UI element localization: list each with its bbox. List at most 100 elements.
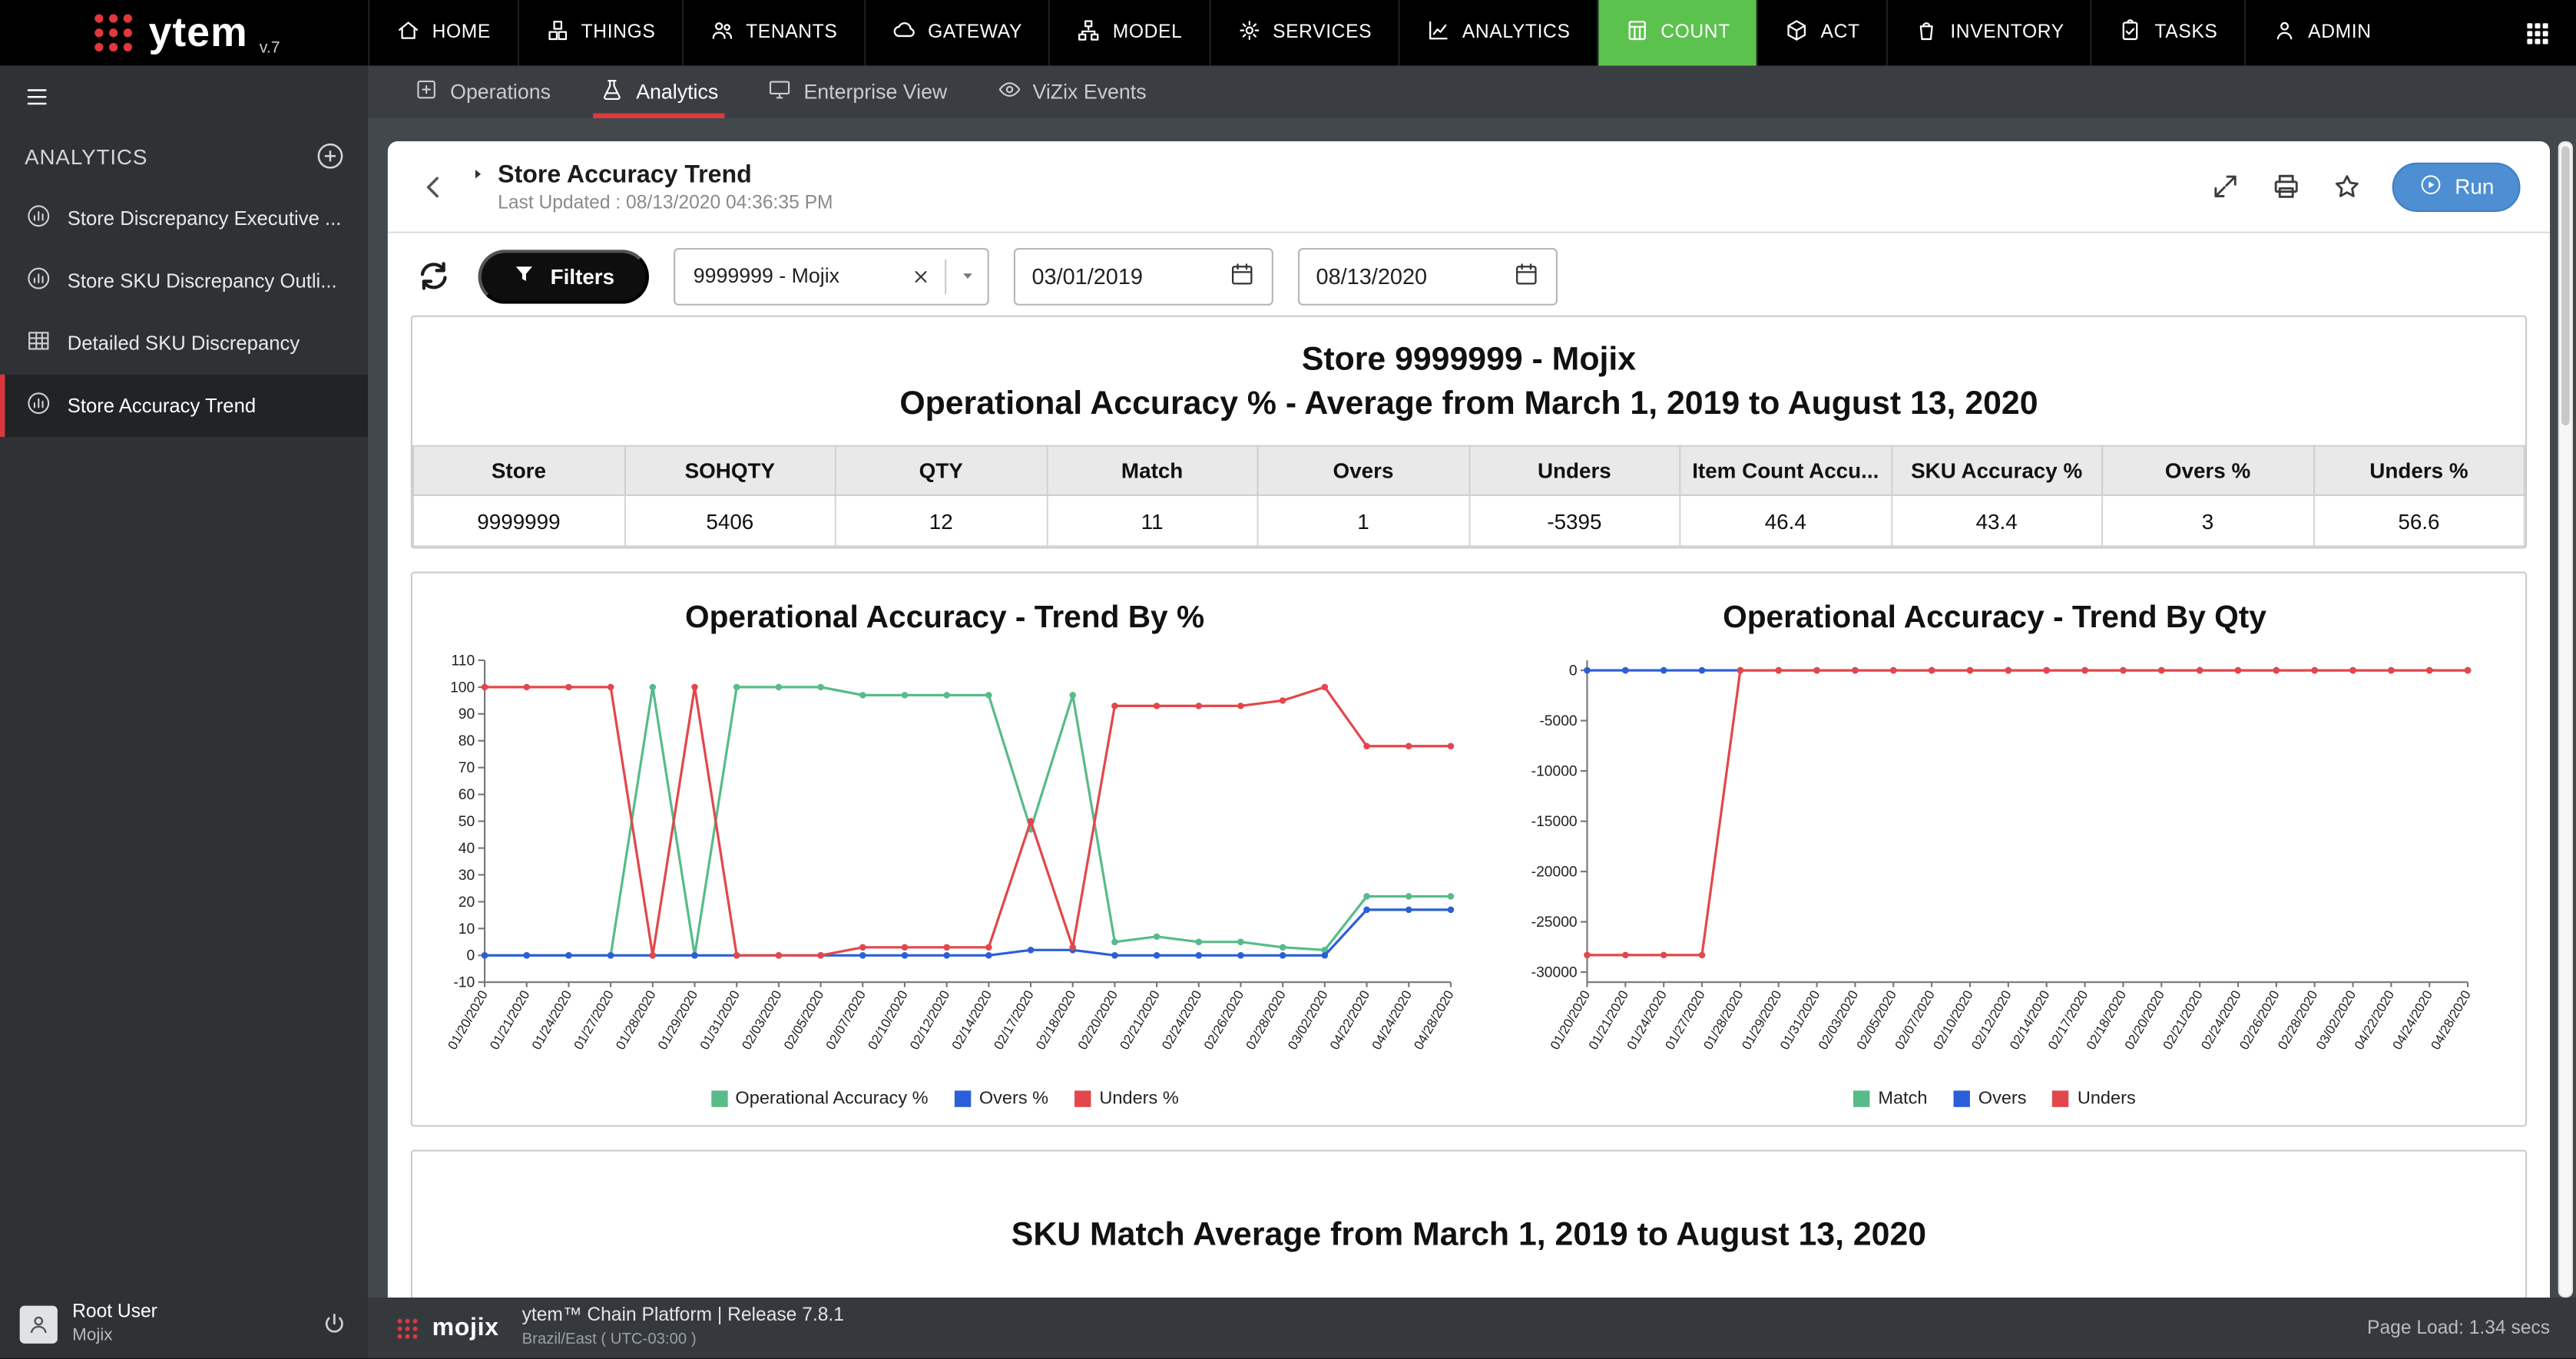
plus-square-icon [414,78,439,107]
charts-panel: Operational Accuracy - Trend By % 110 100… [410,571,2528,1127]
svg-text:02/24/2020: 02/24/2020 [1159,988,1204,1053]
scrollbar[interactable] [2558,141,2573,1298]
user-avatar [19,1304,58,1343]
sidebar-item-detailed-sku-discrepancy[interactable]: Detailed SKU Discrepancy [0,312,368,374]
svg-text:20: 20 [459,894,475,911]
clear-icon[interactable] [912,267,930,286]
chart-trend-by-qty: Operational Accuracy - Trend By Qty 0 -50… [1471,590,2519,1109]
chart-legend: Match Overs Unders [1853,1089,2136,1109]
sidebar-item-store-sku-discrepancy-outliers[interactable]: Store SKU Discrepancy Outli... [0,250,368,312]
col-overs: Overs [1257,445,1470,497]
brand-name: ytem [148,8,248,55]
col-item-count-accuracy: Item Count Accu... [1679,445,1892,497]
back-chevron-icon[interactable] [417,170,450,203]
svg-text:-15000: -15000 [1531,814,1578,830]
nav-tasks[interactable]: TASKS [2090,0,2244,66]
power-icon[interactable] [320,1310,348,1338]
svg-text:50: 50 [459,814,475,830]
tab-operations[interactable]: Operations [389,66,575,118]
table-row: 9999999 5406 12 11 1 -5395 46.4 43.4 3 5… [412,494,2525,547]
sidebar: ANALYTICS Store Discrepancy Executive ..… [0,65,369,1359]
legend-item: Unders [2052,1089,2136,1109]
cell-store: 9999999 [412,494,625,547]
nav-admin[interactable]: ADMIN [2243,0,2398,66]
breadcrumb-caret-icon [470,166,486,182]
calendar-icon[interactable] [1513,260,1539,292]
report-actions: Run [2210,161,2521,211]
refresh-icon[interactable] [414,256,453,296]
chart-title: Operational Accuracy - Trend By % [684,600,1205,636]
svg-text:70: 70 [459,760,475,776]
filter-toolbar: Filters 9999999 - Mojix 03/01/2019 08/13… [388,233,2550,316]
flowchart-icon [1077,18,1101,48]
chevron-down-icon[interactable] [959,268,975,284]
svg-text:40: 40 [459,841,475,857]
scrollbar-thumb[interactable] [2561,146,2570,426]
tab-vizix-events[interactable]: ViZix Events [972,66,1170,118]
nav-things[interactable]: THINGS [517,0,681,66]
main-nav: HOME THINGS TENANTS GATEWAY MODEL SERVIC… [368,0,2576,66]
line-chart-pct: 110 100 90 80 70 60 50 40 30 20 10 0 -10 01/20/2020 01… [419,640,1470,1089]
timezone: Brazil/East ( UTC-03:00 ) [521,1330,697,1348]
report-gauge-icon [25,202,52,235]
sidebar-item-store-discrepancy-executive[interactable]: Store Discrepancy Executive ... [0,187,368,250]
legend-item: Unders % [1074,1089,1179,1109]
star-icon[interactable] [2332,170,2363,202]
play-circle-icon [2419,172,2443,202]
add-report-icon[interactable] [314,140,347,173]
box-icon [1784,18,1809,48]
nav-gateway[interactable]: GATEWAY [863,0,1049,66]
menu-icon[interactable] [0,66,74,127]
sidebar-item-store-accuracy-trend[interactable]: Store Accuracy Trend [0,374,369,438]
nav-tenants[interactable]: TENANTS [681,0,864,66]
calendar-icon[interactable] [1229,260,1255,292]
legend-item: Overs % [954,1089,1048,1109]
svg-text:02/28/2020: 02/28/2020 [1243,988,1289,1053]
nav-inventory[interactable]: INVENTORY [1886,0,2091,66]
sidebar-title: ANALYTICS [25,144,148,169]
svg-text:02/03/2020: 02/03/2020 [739,988,784,1053]
svg-text:-30000: -30000 [1531,965,1578,981]
nav-count[interactable]: COUNT [1596,0,1757,66]
expand-icon[interactable] [2210,170,2242,202]
sku-match-title: SKU Match Average from March 1, 2019 to … [1011,1217,1927,1254]
svg-text:01/31/2020: 01/31/2020 [697,988,743,1053]
date-to-input[interactable]: 08/13/2020 [1298,246,1558,305]
svg-text:02/18/2020: 02/18/2020 [1033,988,1078,1053]
col-store: Store [412,445,625,497]
legend-item: Match [1853,1089,1927,1109]
store-filter-select[interactable]: 9999999 - Mojix [674,246,989,305]
cell-overs-pct: 3 [2101,494,2315,547]
col-unders-pct: Unders % [2312,445,2525,497]
funnel-icon [512,262,535,289]
cell-item-count-accuracy: 46.4 [1679,494,1892,547]
cubes-icon [545,18,570,48]
nav-analytics[interactable]: ANALYTICS [1398,0,1596,66]
summary-table: Store SOHQTY QTY Match Overs Unders Item… [412,445,2525,547]
chart-trend-by-pct: Operational Accuracy - Trend By % 110 100… [419,590,1470,1109]
count-grid-icon [1624,18,1649,48]
footer: mojix ytem™ Chain Platform | Release 7.8… [368,1297,2576,1359]
filters-button[interactable]: Filters [478,249,650,303]
run-button[interactable]: Run [2392,161,2521,211]
nav-services[interactable]: SERVICES [1208,0,1399,66]
svg-text:02/05/2020: 02/05/2020 [781,988,826,1053]
tab-enterprise-view[interactable]: Enterprise View [743,66,972,118]
svg-text:02/20/2020: 02/20/2020 [1075,988,1121,1053]
tab-analytics[interactable]: Analytics [575,66,743,119]
apps-grid-icon[interactable] [2499,0,2576,66]
date-from-input[interactable]: 03/01/2019 [1013,246,1273,305]
print-icon[interactable] [2271,170,2303,202]
nav-home[interactable]: HOME [368,0,517,66]
mojix-logo: mojix [394,1314,498,1342]
platform-release: ytem™ Chain Platform | Release 7.8.1 [521,1306,844,1327]
svg-text:30: 30 [459,868,475,884]
nav-model[interactable]: MODEL [1048,0,1208,66]
svg-text:02/21/2020: 02/21/2020 [1117,988,1163,1053]
svg-text:80: 80 [459,733,475,749]
nav-act[interactable]: ACT [1757,0,1886,66]
svg-text:04/22/2020: 04/22/2020 [1327,988,1372,1053]
svg-text:02/17/2020: 02/17/2020 [991,988,1036,1053]
svg-text:01/28/2020: 01/28/2020 [613,988,658,1053]
